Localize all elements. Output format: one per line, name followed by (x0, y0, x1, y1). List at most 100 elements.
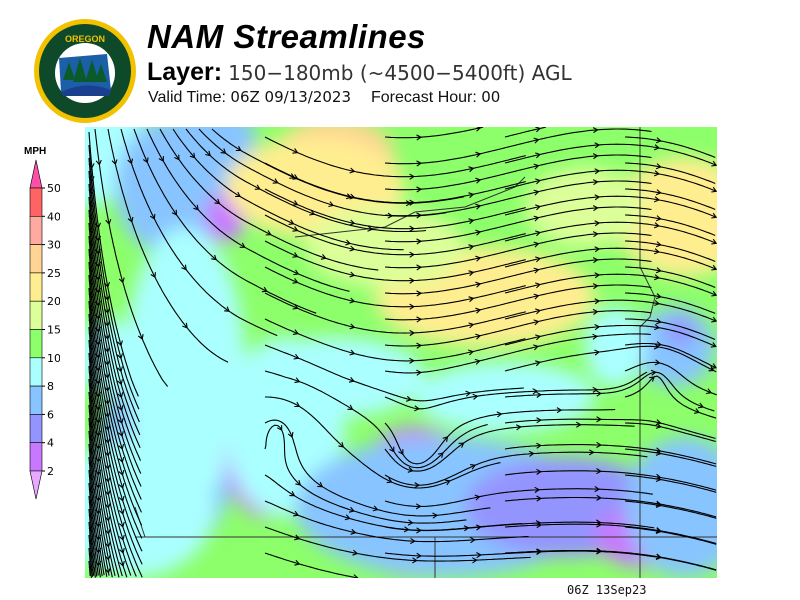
streamline-arrow (127, 216, 134, 223)
streamline-arrow (653, 343, 660, 350)
streamline-arrow (594, 168, 601, 175)
streamline-arrow (118, 521, 125, 528)
streamline-arrow (416, 160, 423, 167)
streamline-arrow (104, 463, 111, 470)
streamline-arrow (655, 501, 662, 509)
streamline (88, 547, 92, 578)
streamline (264, 240, 526, 282)
streamline-arrow (292, 303, 299, 310)
legend-swatch-4-6 (29, 414, 43, 443)
streamline (88, 144, 140, 410)
streamline (624, 292, 716, 314)
streamline-arrow (475, 281, 482, 288)
streamline-arrow (398, 449, 404, 456)
streamline-arrow (594, 246, 601, 253)
streamline (624, 162, 716, 185)
streamline-arrow (536, 442, 542, 449)
streamline (88, 131, 139, 397)
streamline-arrow (293, 510, 300, 517)
streamline-arrow (710, 342, 717, 348)
streamline (88, 313, 143, 578)
streamline-arrow (104, 450, 111, 457)
streamline-arrow (468, 270, 475, 277)
streamline-arrow (349, 167, 356, 174)
streamline (88, 339, 132, 576)
streamline-arrow (535, 152, 542, 159)
streamline-arrow (416, 552, 422, 559)
streamline-arrow (205, 150, 211, 157)
streamline-arrow (127, 158, 134, 165)
streamline (264, 162, 526, 204)
streamline-arrow (533, 189, 540, 196)
streamline (265, 396, 501, 489)
wind-speed-area (115, 127, 235, 257)
streamline-arrow (416, 186, 423, 193)
streamline-arrow (389, 446, 395, 453)
streamline-arrow (118, 482, 125, 489)
streamline-arrow (409, 277, 415, 284)
streamline (624, 474, 717, 493)
streamline-arrow (353, 574, 359, 578)
streamline (120, 128, 278, 337)
streamline-arrow (592, 386, 599, 393)
streamline-arrow (468, 322, 475, 329)
legend-swatch-25-30 (29, 244, 43, 274)
streamline (88, 248, 142, 513)
legend-tick-label: 4 (47, 437, 54, 450)
legend-arrow-below (29, 470, 43, 500)
streamline-arrow (654, 170, 660, 177)
streamline-arrow (104, 528, 111, 535)
streamline-arrow (409, 251, 415, 258)
streamline-arrow (294, 401, 301, 408)
streamline-arrow (536, 522, 542, 529)
streamline-arrow (536, 417, 542, 424)
streamline-arrow (592, 283, 599, 290)
streamline-arrow (118, 534, 125, 541)
streamline-arrow (416, 342, 423, 349)
legend-swatch-8-10 (29, 357, 43, 387)
streamline-arrow (594, 220, 601, 227)
streamline-arrow (592, 231, 599, 238)
streamline-arrow (654, 359, 661, 366)
streamline-arrow (655, 449, 662, 456)
streamline-arrow (596, 547, 602, 554)
streamline-map (85, 127, 717, 578)
streamline-arrow (294, 559, 301, 566)
streamline (504, 371, 715, 412)
streamline-arrow (235, 145, 242, 152)
streamline-arrow (103, 281, 111, 288)
streamline-arrow (119, 547, 125, 554)
streamline-arrow (532, 388, 539, 395)
streamline-arrow (596, 441, 602, 448)
streamline-arrow (475, 255, 482, 262)
streamline (384, 371, 648, 410)
streamline-arrow (655, 423, 662, 429)
streamline-arrow (711, 316, 717, 323)
streamline-arrow (475, 177, 482, 184)
streamline (88, 235, 142, 500)
streamline-arrow (412, 557, 418, 564)
streamline-arrow (338, 441, 345, 448)
streamline-arrow (344, 514, 351, 521)
streamline-arrow (111, 159, 118, 166)
streamline-arrow (104, 567, 111, 574)
streamline (88, 560, 91, 577)
streamline-arrow (655, 189, 662, 196)
streamline-arrow (475, 333, 482, 340)
streamline-arrow (104, 554, 111, 561)
streamline (625, 318, 716, 341)
streamline (264, 344, 524, 402)
streamline-arrow (476, 127, 482, 132)
streamline-arrow (655, 137, 662, 144)
streamline (88, 352, 128, 578)
streamline-arrow (468, 349, 475, 356)
streamline-arrow (189, 152, 196, 159)
streamline (624, 188, 716, 211)
streamline-arrow (352, 549, 359, 556)
streamline-arrow (655, 318, 662, 325)
streamline-arrow (592, 205, 599, 212)
streamline-arrow (596, 416, 602, 423)
streamline-arrow (118, 277, 125, 284)
streamline-arrow (95, 159, 102, 166)
streamline-arrow (468, 192, 475, 199)
